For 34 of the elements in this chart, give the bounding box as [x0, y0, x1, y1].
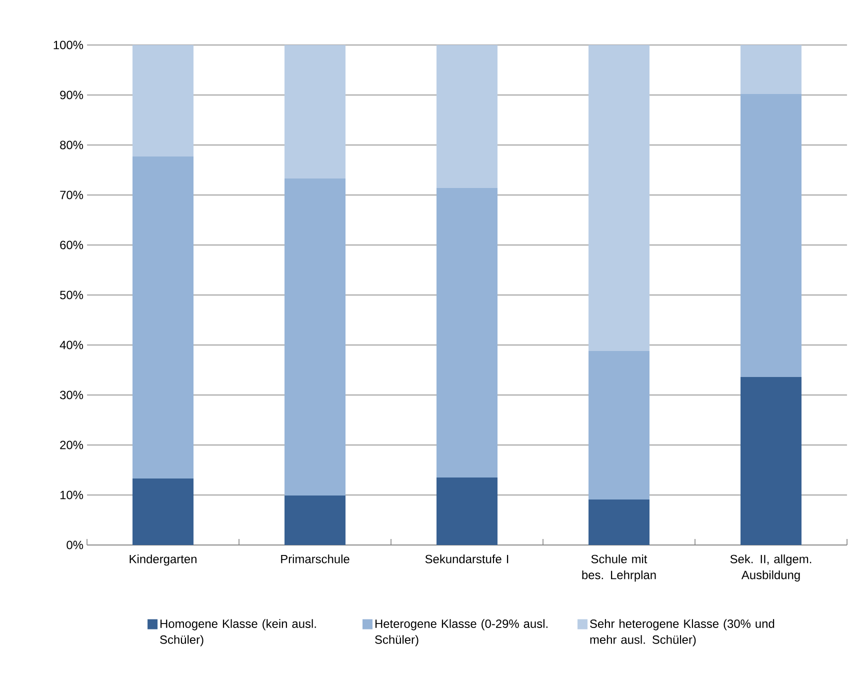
legend-label: Sehr heterogene Klasse (30% und mehr ausl. Schüler) — [590, 619, 774, 646]
bar — [284, 178, 346, 496]
bar — [132, 156, 194, 478]
bar — [740, 376, 802, 545]
y-tick-label: 50% — [60, 290, 84, 300]
bar — [132, 44, 194, 156]
legend-label: Heterogene Klasse (0-29% ausl. Schüler) — [375, 619, 548, 646]
bar — [588, 350, 650, 500]
y-tick-label: 20% — [60, 440, 84, 450]
bar — [132, 478, 194, 545]
x-tick-label: Kindergarten — [130, 554, 196, 566]
bar — [436, 477, 498, 545]
y-tick-label: 10% — [60, 490, 84, 500]
x-tick-label: Sekundarstufe I — [425, 554, 508, 564]
bar — [284, 495, 346, 545]
bar — [436, 188, 498, 478]
bar — [284, 44, 346, 178]
y-tick-label: 30% — [60, 390, 84, 400]
legend-label: Homogene Klasse (kein ausl. Schüler) — [160, 619, 316, 646]
y-tick-label: 90% — [60, 90, 84, 100]
y-tick-label: 0% — [66, 540, 84, 550]
y-tick-label: 40% — [60, 340, 84, 350]
x-tick-label: Schule mit bes. Lehrplan — [582, 554, 656, 582]
y-tick-label: 80% — [60, 140, 84, 150]
bar — [740, 44, 802, 94]
y-tick-label: 70% — [60, 190, 84, 200]
bar — [588, 44, 650, 351]
x-tick-label: Primarschule — [281, 554, 350, 564]
bar — [740, 94, 802, 377]
x-tick-label: Sek. II, allgem. Ausbildung — [730, 554, 812, 582]
y-tick-label: 60% — [60, 240, 84, 250]
y-tick-label: 100% — [54, 40, 84, 50]
bar — [588, 499, 650, 545]
bar — [436, 44, 498, 188]
